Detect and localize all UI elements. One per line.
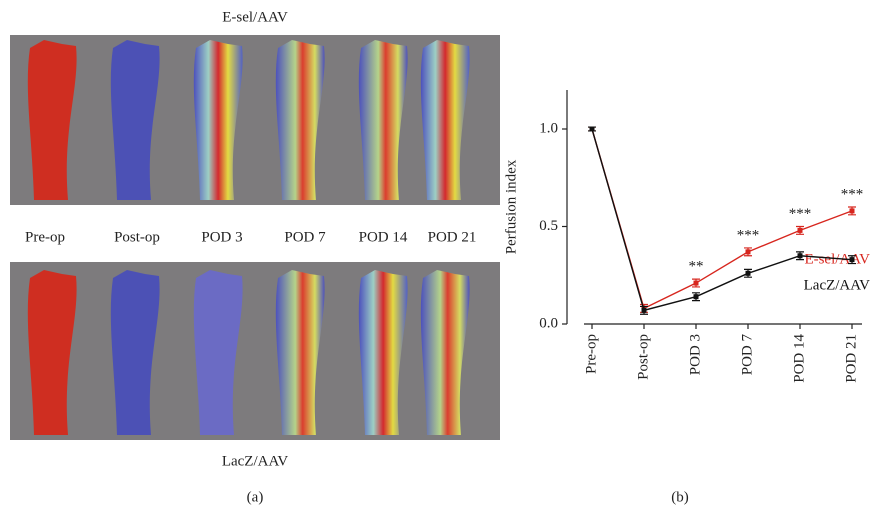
y-axis-label: Perfusion index: [503, 159, 519, 254]
leg-image: [275, 270, 325, 435]
x-tick-label: Post-op: [635, 334, 651, 380]
leg-image: [110, 40, 160, 200]
significance-label: ***: [841, 186, 864, 202]
bottom-label: LacZ/AAV: [222, 453, 289, 469]
y-tick-label: 1.0: [539, 120, 558, 136]
leg-image: [358, 270, 408, 435]
x-tick-label: POD 14: [791, 334, 807, 383]
x-tick-label: Pre-op: [583, 334, 599, 374]
leg-image: [420, 40, 470, 200]
legend-label: LacZ/AAV: [804, 277, 871, 293]
leg-image: [275, 40, 325, 200]
series-line: [591, 128, 853, 312]
timepoint-label: POD 14: [359, 229, 408, 245]
leg-image: [27, 270, 77, 435]
significance-label: ***: [789, 206, 812, 222]
point: [745, 270, 751, 276]
significance-label: ***: [737, 227, 760, 243]
point: [693, 280, 699, 286]
point: [641, 307, 647, 313]
leg-image: [420, 270, 470, 435]
x-tick-label: POD 21: [843, 334, 859, 383]
timepoint-label: POD 21: [428, 229, 477, 245]
caption: (a): [247, 489, 264, 505]
leg-image: [193, 40, 243, 200]
timepoint-label: Pre-op: [25, 229, 65, 245]
point: [849, 257, 855, 263]
timepoint-label: Post-op: [114, 229, 160, 245]
point: [797, 227, 803, 233]
timepoint-label: POD 7: [284, 229, 326, 245]
point: [797, 253, 803, 259]
legend-label: E-sel/AAV: [804, 251, 870, 267]
top-label: E-sel/AAV: [222, 9, 288, 25]
leg-image: [27, 40, 77, 200]
y-tick-label: 0.5: [539, 218, 558, 234]
point: [745, 249, 751, 255]
point: [849, 208, 855, 214]
y-tick-label: 0.0: [539, 315, 558, 331]
caption: (b): [671, 489, 689, 505]
point: [693, 294, 699, 300]
image-panel: E-sel/AAV LacZ/AAV (a) Pre-op Post-op POD …: [10, 9, 500, 505]
leg-image: [110, 270, 160, 435]
leg-image: [358, 40, 408, 200]
x-tick-label: POD 3: [687, 334, 703, 375]
image-strip: [10, 35, 500, 205]
significance-label: **: [689, 259, 704, 275]
timepoint-label: POD 3: [201, 229, 242, 245]
x-tick-label: POD 7: [739, 334, 755, 376]
image-strip: [10, 262, 500, 440]
leg-image: [193, 270, 243, 435]
point: [589, 126, 595, 132]
